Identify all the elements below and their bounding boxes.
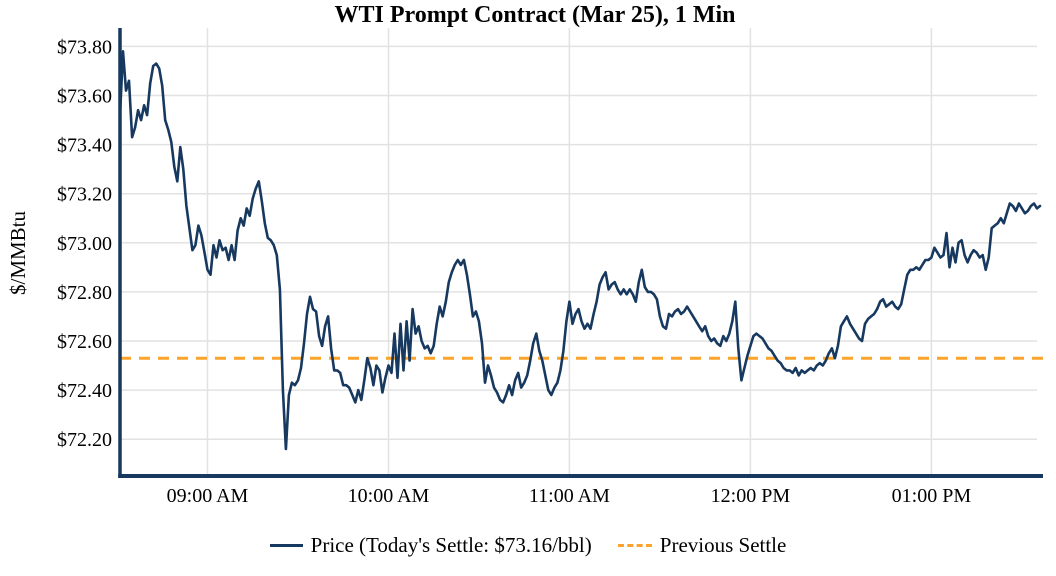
price-legend-label: Price (Today's Settle: $73.16/bbl) <box>310 533 592 557</box>
x-tick-label: 09:00 AM <box>167 485 249 507</box>
previous-settle-legend-label: Previous Settle <box>659 533 787 557</box>
y-tick-label: $73.40 <box>57 135 112 157</box>
legend: Price (Today's Settle: $73.16/bbl) Previ… <box>0 533 1056 558</box>
y-tick-label: $72.20 <box>57 429 112 451</box>
x-tick-label: 01:00 PM <box>892 485 972 507</box>
price-line <box>118 50 1042 451</box>
price-line-legend-marker <box>269 544 303 547</box>
x-tick-label: 11:00 AM <box>529 485 610 507</box>
y-tick-label: $73.00 <box>57 233 112 255</box>
y-tick-label: $72.80 <box>57 282 112 304</box>
chart-title: WTI Prompt Contract (Mar 25), 1 Min <box>334 2 736 28</box>
y-tick-label: $72.40 <box>57 380 112 402</box>
y-tick-label: $72.60 <box>57 331 112 353</box>
y-tick-label: $73.60 <box>57 86 112 108</box>
x-tick-label: 10:00 AM <box>348 485 430 507</box>
y-tick-label: $73.20 <box>57 184 112 206</box>
y-tick-label: $73.80 <box>57 36 112 58</box>
previous-settle-legend-marker <box>617 544 652 547</box>
x-tick-label: 12:00 PM <box>711 485 791 507</box>
